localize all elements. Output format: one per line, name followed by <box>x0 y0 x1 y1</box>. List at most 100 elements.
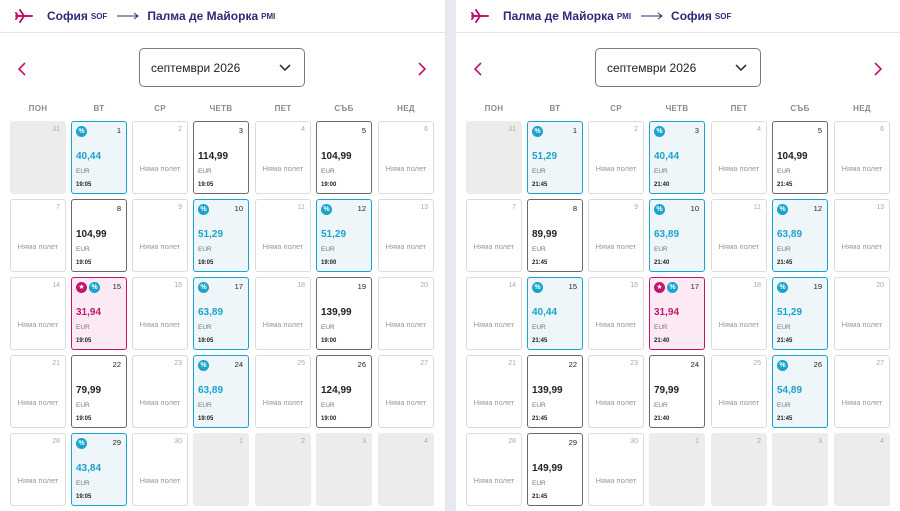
no-flight-label: Няма полет <box>139 164 181 173</box>
no-flight-label: Няма полет <box>595 476 637 485</box>
calendar-day-no-flight: 4 Няма полет <box>255 121 311 194</box>
calendar-day-flight[interactable]: 19 139,99 EUR 19:00 <box>316 277 372 350</box>
day-number: 15 <box>568 282 577 291</box>
fare-price: 31,94 <box>76 307 102 318</box>
calendar-day-flight[interactable]: 3 114,99 EUR 19:05 <box>193 121 249 194</box>
departure-time: 19:00 <box>321 260 337 266</box>
calendar-day-flight[interactable]: 17 ★% 31,94 EUR 21:40 <box>649 277 705 350</box>
chevron-down-icon <box>279 64 291 72</box>
departure-time: 21:45 <box>532 416 548 422</box>
fare-currency: EUR <box>198 246 212 253</box>
no-flight-label: Няма полет <box>139 242 181 251</box>
calendar-day-no-flight: 6 Няма полет <box>378 121 434 194</box>
day-number: 16 <box>174 282 182 289</box>
day-number: 5 <box>361 126 366 135</box>
calendar-day-no-flight: 4 Няма полет <box>711 121 767 194</box>
departure-time: 21:40 <box>654 260 670 266</box>
fare-price: 51,29 <box>777 307 803 318</box>
star-badge-icon: ★ <box>76 282 87 293</box>
day-number: 28 <box>52 438 60 445</box>
fare-price: 139,99 <box>532 385 563 396</box>
departure-time: 21:45 <box>532 182 548 188</box>
calendar-day-flight[interactable]: 15% 40,44 EUR 21:45 <box>527 277 583 350</box>
percent-badge-icon: % <box>76 126 87 137</box>
day-number: 22 <box>112 360 121 369</box>
calendar-day-flight[interactable]: 5 104,99 EUR 21:45 <box>772 121 828 194</box>
day-number: 31 <box>508 126 516 133</box>
month-dropdown[interactable]: септември 2026 <box>139 48 305 87</box>
fare-currency: EUR <box>198 402 212 409</box>
calendar-day-flight[interactable]: 29% 43,84 EUR 19:05 <box>71 433 127 506</box>
calendar-day-no-flight: 25 Няма полет <box>711 355 767 428</box>
percent-badge-icon: % <box>321 204 332 215</box>
departure-time: 19:05 <box>76 494 92 500</box>
calendar-day-flight[interactable]: 8 89,99 EUR 21:45 <box>527 199 583 272</box>
no-flight-label: Няма полет <box>262 320 304 329</box>
calendar-day-flight[interactable]: 19% 51,29 EUR 21:45 <box>772 277 828 350</box>
calendar-day-flight[interactable]: 1% 51,29 EUR 21:45 <box>527 121 583 194</box>
month-dropdown[interactable]: септември 2026 <box>595 48 761 87</box>
calendar-day-flight[interactable]: 12% 63,89 EUR 21:45 <box>772 199 828 272</box>
calendar-day-flight[interactable]: 8 104,99 EUR 19:05 <box>71 199 127 272</box>
day-number: 11 <box>753 204 761 211</box>
weekday-header: ПОН ВТ СР ЧЕТВ ПЕТ СЪБ НЕД <box>0 104 445 114</box>
fare-price: 40,44 <box>532 307 558 318</box>
calendar-day-flight[interactable]: 26 124,99 EUR 19:00 <box>316 355 372 428</box>
percent-badge-icon: % <box>532 126 543 137</box>
weekday-label: ПОН <box>28 104 48 113</box>
chevron-right-icon[interactable] <box>416 62 428 76</box>
calendar-day-flight[interactable]: 1% 40,44 EUR 19:05 <box>71 121 127 194</box>
departure-time: 21:40 <box>654 182 670 188</box>
percent-badge-icon: % <box>76 438 87 449</box>
calendar-day-flight[interactable]: 24 79,99 EUR 21:40 <box>649 355 705 428</box>
chevron-left-icon[interactable] <box>472 62 484 76</box>
day-number: 25 <box>297 360 305 367</box>
chevron-left-icon[interactable] <box>16 62 28 76</box>
no-flight-label: Няма полет <box>17 398 59 407</box>
departure-time: 21:45 <box>532 338 548 344</box>
outbound-calendar-panel: София SOF Палма де Майорка PMI септември… <box>0 0 445 511</box>
calendar-day-flight[interactable]: 29 149,99 EUR 21:45 <box>527 433 583 506</box>
no-flight-label: Няма полет <box>17 242 59 251</box>
calendar-day-flight[interactable]: 10% 51,29 EUR 19:05 <box>193 199 249 272</box>
fare-currency: EUR <box>777 402 791 409</box>
day-number: 12 <box>357 204 366 213</box>
calendar-day-flight[interactable]: 3% 40,44 EUR 21:40 <box>649 121 705 194</box>
day-number: 1 <box>572 126 577 135</box>
calendar-day-flight[interactable]: 22 79,99 EUR 19:05 <box>71 355 127 428</box>
calendar-day-outside-month: 2 <box>255 433 311 506</box>
weekday-header: ПОН ВТ СР ЧЕТВ ПЕТ СЪБ НЕД <box>456 104 900 114</box>
calendar-day-no-flight: 27 Няма полет <box>834 355 890 428</box>
fare-currency: EUR <box>654 324 668 331</box>
percent-badge-icon: % <box>667 282 678 293</box>
chevron-right-icon[interactable] <box>872 62 884 76</box>
calendar-day-no-flight: 2 Няма полет <box>588 121 644 194</box>
calendar-day-flight[interactable]: 22 139,99 EUR 21:45 <box>527 355 583 428</box>
calendar-day-outside-month: 4 <box>834 433 890 506</box>
day-number: 18 <box>297 282 305 289</box>
calendar-day-no-flight: 30 Няма полет <box>132 433 188 506</box>
day-badges: % <box>532 282 545 293</box>
no-flight-label: Няма полет <box>473 242 515 251</box>
departure-time: 19:05 <box>198 260 214 266</box>
no-flight-label: Няма полет <box>718 320 760 329</box>
calendar-day-no-flight: 9 Няма полет <box>588 199 644 272</box>
calendar-day-flight[interactable]: 17% 63,89 EUR 19:05 <box>193 277 249 350</box>
chevron-down-icon <box>735 64 747 72</box>
day-number: 1 <box>239 438 243 445</box>
day-number: 24 <box>234 360 243 369</box>
calendar-day-flight[interactable]: 10% 63,89 EUR 21:40 <box>649 199 705 272</box>
month-dropdown-value: септември 2026 <box>607 60 697 75</box>
calendar-day-flight[interactable]: 12% 51,29 EUR 19:00 <box>316 199 372 272</box>
calendar-day-flight[interactable]: 26% 54,89 EUR 21:45 <box>772 355 828 428</box>
calendar-day-flight[interactable]: 5 104,99 EUR 19:00 <box>316 121 372 194</box>
calendar-day-flight[interactable]: 24% 63,89 EUR 19:05 <box>193 355 249 428</box>
percent-badge-icon: % <box>532 282 543 293</box>
percent-badge-icon: % <box>198 204 209 215</box>
day-number: 4 <box>424 438 428 445</box>
calendar-day-no-flight: 23 Няма полет <box>588 355 644 428</box>
day-number: 27 <box>876 360 884 367</box>
calendar-day-flight[interactable]: 15 ★% 31,94 EUR 19:05 <box>71 277 127 350</box>
day-badges: % <box>321 204 334 215</box>
day-number: 12 <box>813 204 822 213</box>
